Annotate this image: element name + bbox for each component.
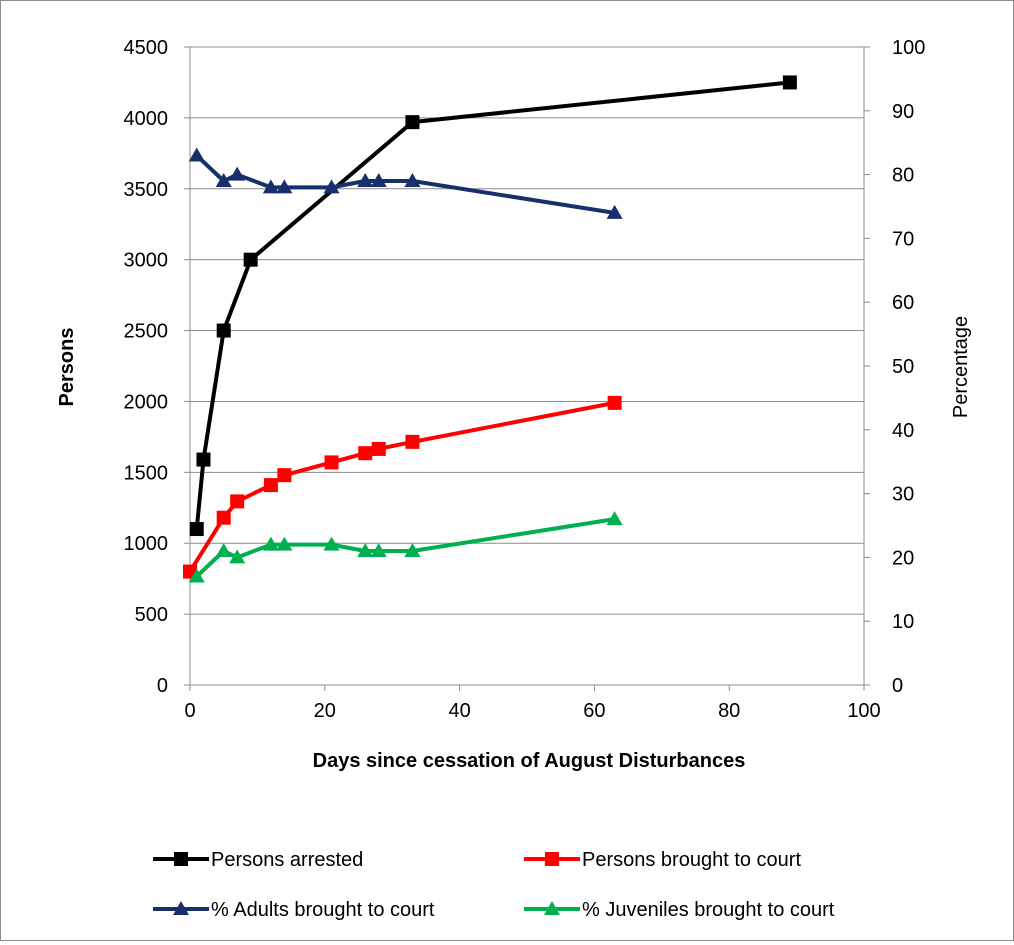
series-line	[188, 400, 615, 573]
series-line	[195, 154, 615, 215]
data-point	[276, 536, 293, 551]
y2-tick-label: 60	[892, 292, 914, 314]
data-point	[323, 536, 340, 551]
legend-marker	[545, 852, 559, 866]
data-point	[606, 511, 623, 526]
legend: Persons arrested Persons brought to court…	[153, 849, 835, 921]
y-tick-label: 4000	[124, 108, 169, 130]
y2-tick-label: 70	[892, 228, 914, 250]
data-point	[215, 543, 232, 558]
data-point	[371, 441, 386, 456]
x-tick-label: 0	[184, 700, 195, 722]
plot-series	[183, 75, 797, 583]
legend-label: % Juveniles brought to court	[582, 899, 835, 921]
data-point	[607, 395, 622, 410]
data-point	[263, 478, 278, 493]
series-3	[188, 511, 623, 583]
x-tick-label: 40	[448, 700, 470, 722]
y2-tick-label: 90	[892, 101, 914, 123]
data-point	[404, 172, 421, 187]
y-tick-label: 2000	[124, 391, 169, 413]
legend-label: % Adults brought to court	[211, 899, 435, 921]
legend-item: % Juveniles brought to court	[524, 899, 835, 921]
x-axis-title: Days since cessation of August Disturban…	[313, 750, 746, 772]
series-line	[195, 517, 615, 578]
y-tick-label: 0	[157, 675, 168, 697]
legend-marker	[544, 901, 560, 915]
y-tick-label: 2500	[124, 321, 169, 343]
data-point	[782, 75, 797, 90]
legend-item: Persons arrested	[153, 849, 363, 871]
data-point	[276, 179, 293, 194]
x-tick-label: 20	[314, 700, 336, 722]
data-point	[405, 434, 420, 449]
data-point	[230, 494, 245, 509]
legend-label: Persons brought to court	[582, 849, 801, 871]
y2-tick-label: 0	[892, 675, 903, 697]
data-point	[229, 549, 246, 564]
y2-tick-label: 40	[892, 420, 914, 442]
y-tick-label: 4500	[124, 37, 169, 59]
y2-tick-label: 20	[892, 547, 914, 569]
data-point	[243, 252, 258, 267]
legend-marker	[173, 901, 189, 915]
y-tick-label: 1000	[124, 533, 169, 555]
y2-tick-label: 80	[892, 165, 914, 187]
legend-marker	[174, 852, 188, 866]
data-point	[405, 115, 420, 130]
x-tick-label: 80	[718, 700, 740, 722]
series-2	[188, 147, 623, 219]
data-point	[606, 204, 623, 219]
y2-tick-label: 50	[892, 356, 914, 378]
data-point	[404, 543, 421, 558]
data-point	[216, 323, 231, 338]
data-point	[262, 179, 279, 194]
y-tick-label: 3000	[124, 250, 169, 272]
data-point	[370, 543, 387, 558]
data-point	[262, 536, 279, 551]
gridlines	[190, 46, 864, 615]
data-point	[323, 179, 340, 194]
data-point	[277, 468, 292, 483]
y2-axis-title: Percentage	[950, 316, 972, 418]
y-tick-label: 500	[135, 604, 168, 626]
data-point	[229, 166, 246, 181]
series-1	[183, 395, 622, 579]
data-point	[216, 510, 231, 525]
series-0	[189, 75, 797, 537]
y-tick-label: 1500	[124, 462, 169, 484]
data-point	[189, 522, 204, 537]
y2-tick-label: 10	[892, 611, 914, 633]
legend-item: Persons brought to court	[524, 849, 801, 871]
data-point	[188, 147, 205, 162]
y-axis-title: Persons	[56, 328, 78, 407]
data-point	[358, 446, 373, 461]
y2-tick-label: 30	[892, 484, 914, 506]
y-tick-label: 3500	[124, 179, 169, 201]
data-point	[370, 172, 387, 187]
data-point	[324, 455, 339, 470]
data-point	[196, 452, 211, 467]
x-tick-label: 100	[847, 700, 880, 722]
legend-label: Persons arrested	[211, 849, 363, 871]
axes: 0500100015002000250030003500400045000102…	[124, 37, 926, 722]
y2-tick-label: 100	[892, 37, 925, 59]
data-point	[188, 568, 205, 583]
data-point	[357, 172, 374, 187]
legend-item: % Adults brought to court	[153, 899, 435, 921]
data-point	[357, 543, 374, 558]
x-tick-label: 60	[583, 700, 605, 722]
data-point	[215, 172, 232, 187]
series-line	[194, 80, 791, 530]
